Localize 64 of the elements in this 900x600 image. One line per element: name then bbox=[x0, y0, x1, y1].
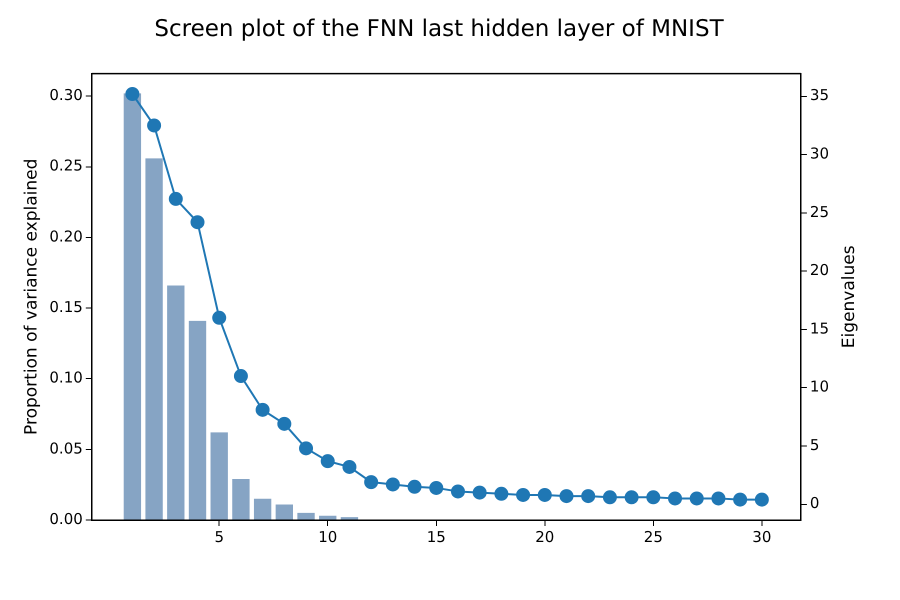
y2-tick-label: 20 bbox=[810, 261, 830, 280]
y-tick-label: 0.00 bbox=[49, 510, 83, 528]
chart-title: Screen plot of the FNN last hidden layer of MNIST bbox=[154, 16, 725, 42]
point bbox=[212, 310, 226, 325]
point bbox=[277, 416, 292, 431]
point bbox=[450, 484, 465, 498]
bar bbox=[145, 158, 163, 520]
point bbox=[429, 480, 444, 495]
point bbox=[624, 490, 639, 504]
point bbox=[581, 489, 596, 504]
point bbox=[408, 480, 422, 494]
y2-tick-label: 15 bbox=[810, 319, 830, 338]
bar bbox=[319, 516, 336, 520]
point bbox=[125, 86, 140, 101]
point bbox=[602, 490, 617, 504]
point bbox=[168, 192, 183, 206]
point bbox=[668, 491, 682, 506]
point bbox=[516, 488, 530, 502]
y-tick-label: 0.15 bbox=[49, 298, 83, 316]
bar bbox=[210, 432, 228, 520]
point bbox=[320, 454, 335, 468]
point bbox=[538, 488, 552, 502]
point bbox=[256, 402, 270, 417]
point bbox=[646, 490, 660, 504]
y2-tick-label: 25 bbox=[810, 202, 830, 221]
y2-tick-label: 10 bbox=[810, 378, 830, 396]
bar bbox=[188, 320, 206, 520]
x-tick-label: 10 bbox=[318, 528, 338, 546]
point bbox=[234, 369, 248, 384]
point bbox=[147, 118, 162, 132]
bar bbox=[232, 479, 250, 520]
point bbox=[364, 475, 378, 490]
point bbox=[494, 486, 508, 501]
x-tick-label: 30 bbox=[752, 528, 772, 546]
point bbox=[690, 491, 704, 506]
point bbox=[299, 441, 314, 456]
y-axis-title: Proportion of variance explained bbox=[22, 158, 42, 436]
y2-tick-label: 30 bbox=[810, 144, 830, 162]
point bbox=[559, 489, 574, 504]
x-tick-label: 5 bbox=[214, 528, 224, 546]
y2-axis-title: Eigenvalues bbox=[838, 245, 859, 348]
point bbox=[342, 460, 356, 474]
point bbox=[711, 491, 726, 506]
y-tick-label: 0.05 bbox=[49, 439, 83, 458]
point bbox=[754, 492, 769, 507]
point bbox=[386, 477, 400, 492]
x-tick-label: 15 bbox=[426, 528, 446, 546]
bar bbox=[276, 504, 294, 520]
point bbox=[733, 492, 748, 507]
y-tick-label: 0.25 bbox=[49, 156, 83, 175]
bar bbox=[254, 498, 272, 520]
point bbox=[472, 486, 487, 500]
y2-tick-label: 35 bbox=[810, 86, 830, 104]
bar bbox=[167, 286, 184, 520]
y-tick-label: 0.20 bbox=[49, 227, 83, 246]
bar bbox=[124, 93, 142, 520]
y-tick-label: 0.30 bbox=[49, 86, 83, 104]
y2-tick-label: 5 bbox=[810, 436, 820, 454]
x-tick-label: 25 bbox=[644, 528, 663, 546]
point bbox=[190, 215, 205, 230]
bar bbox=[297, 512, 315, 520]
y-tick-label: 0.10 bbox=[49, 368, 83, 387]
x-tick-label: 20 bbox=[535, 528, 554, 546]
y2-tick-label: 0 bbox=[810, 494, 820, 512]
